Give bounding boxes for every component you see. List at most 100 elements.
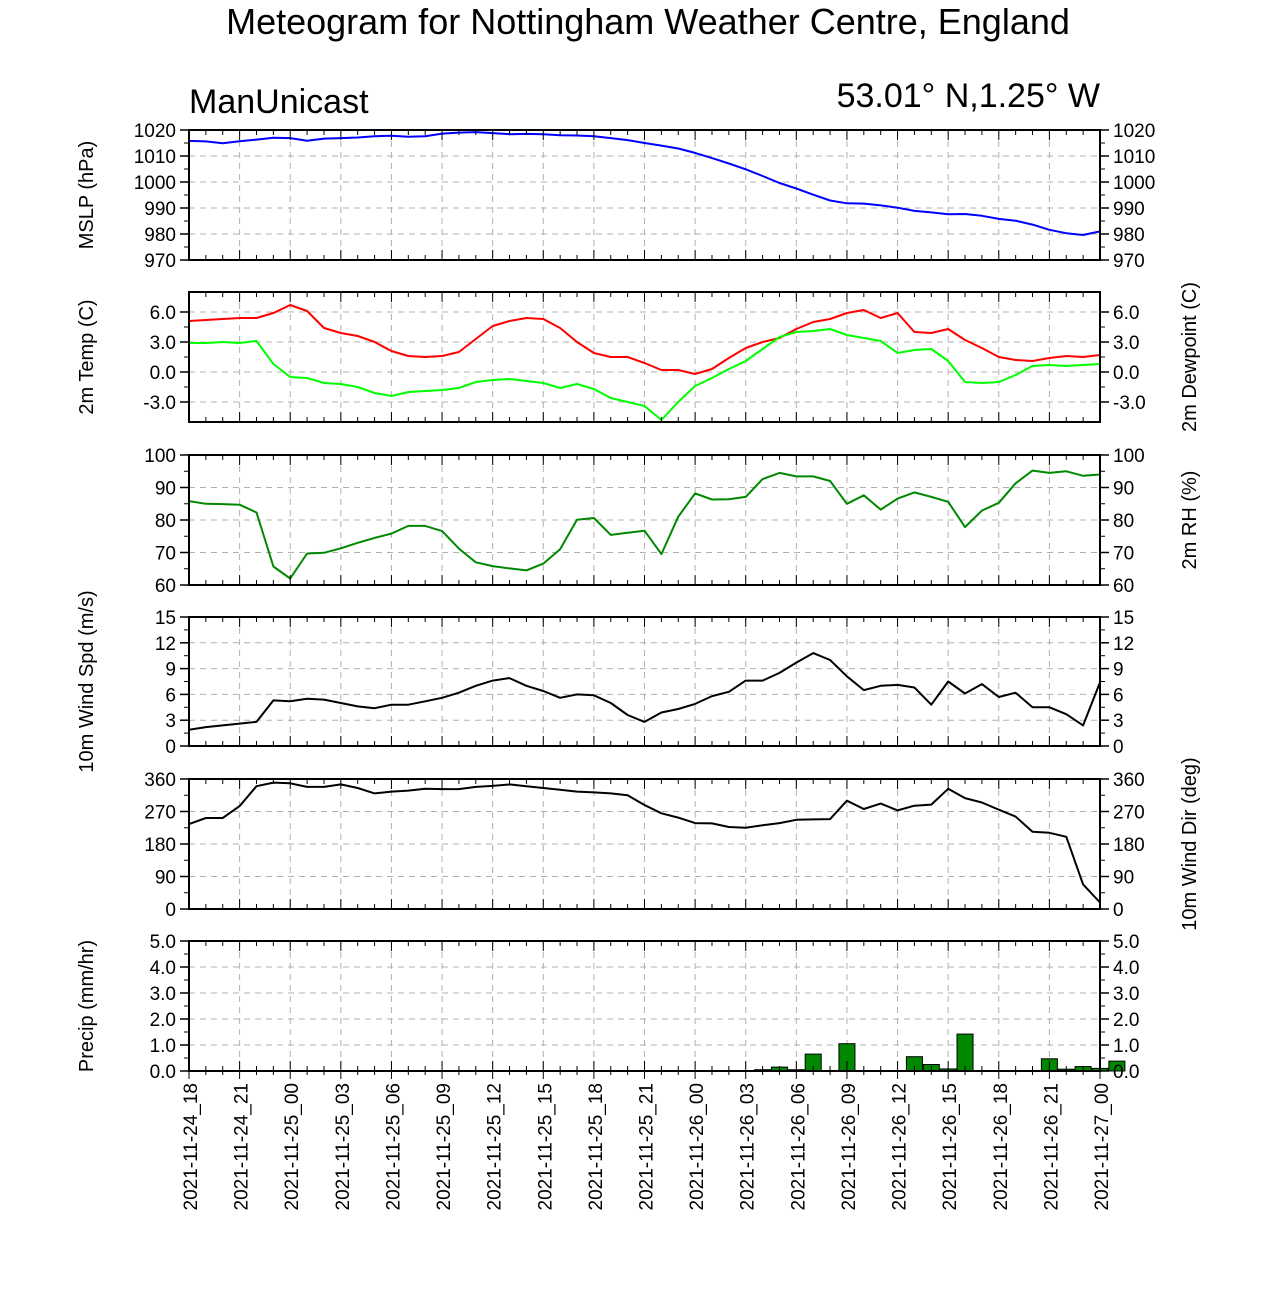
y-tick-label-right: 970 [1113, 251, 1145, 272]
y-axis-label-right: 2m RH (%) [1179, 471, 1201, 570]
y-tick-label-left: 3 [165, 711, 176, 732]
y-tick-label-right: -3.0 [1113, 393, 1146, 414]
panel-1: 970 970 980 980 990 990 1000 1000 1010 1010 1020 10… [76, 121, 1155, 272]
y-tick-label-left: 270 [144, 803, 176, 824]
y-tick-label-left: 0.0 [150, 363, 176, 384]
x-tick-label: 2021-11-26_03 [738, 1083, 759, 1210]
y-axis-label-left: 2m Temp (C) [76, 299, 98, 414]
y-tick-label-left: 0 [165, 900, 176, 921]
y-tick-label-right: 3.0 [1113, 333, 1139, 354]
panel-3: 60 60 70 70 80 80 90 90 100 100 2m RH (%) [144, 446, 1201, 597]
y-tick-label-right: 0.0 [1113, 363, 1139, 384]
x-tick-label: 2021-11-24_18 [181, 1083, 202, 1210]
x-tick-label: 2021-11-25_21 [637, 1083, 658, 1210]
y-tick-label-left: 6.0 [150, 303, 176, 324]
y-tick-label-right: 1010 [1113, 147, 1155, 168]
y-tick-label-left: 970 [144, 251, 176, 272]
x-tick-label: 2021-11-26_15 [940, 1083, 961, 1210]
y-tick-label-left: 6 [165, 685, 176, 706]
y-tick-label-left: 100 [144, 446, 176, 467]
chart-title: Meteogram for Nottingham Weather Centre,… [226, 1, 1070, 42]
y-tick-label-right: 3.0 [1113, 984, 1139, 1005]
series-line-1 [188, 652, 1101, 731]
y-tick-label-right: 60 [1113, 576, 1134, 597]
y-tick-label-left: 80 [155, 511, 176, 532]
y-tick-label-right: 1.0 [1113, 1036, 1139, 1057]
y-tick-label-left: 4.0 [150, 958, 176, 979]
y-tick-label-right: 4.0 [1113, 958, 1139, 979]
y-tick-label-left: 360 [144, 770, 176, 791]
y-tick-label-left: 1010 [134, 147, 176, 168]
series-line-2 [189, 328, 1101, 421]
x-tick-label: 2021-11-25_15 [535, 1083, 556, 1210]
series-line-1 [188, 304, 1101, 375]
x-tick-label: 2021-11-24_21 [232, 1083, 253, 1210]
x-axis: 2021-11-24_18 2021-11-24_21 2021-11-25_00 2… [181, 1083, 1113, 1210]
y-tick-label-right: 0 [1113, 900, 1124, 921]
x-tick-label: 2021-11-25_06 [383, 1083, 404, 1210]
x-tick-label: 2021-11-25_18 [586, 1083, 607, 1210]
y-tick-label-right: 80 [1113, 511, 1134, 532]
y-tick-label-right: 980 [1113, 225, 1145, 246]
x-tick-label: 2021-11-26_09 [839, 1083, 860, 1210]
x-tick-label: 2021-11-26_06 [788, 1083, 809, 1210]
location-coordinates: 53.01° N,1.25° W [837, 77, 1100, 115]
y-tick-label-left: 2.0 [150, 1010, 176, 1031]
y-tick-label-left: 70 [155, 544, 176, 565]
y-tick-label-right: 15 [1113, 608, 1134, 629]
series-line-1 [188, 781, 1101, 904]
y-tick-label-left: 0.0 [150, 1062, 176, 1083]
y-tick-label-left: 1020 [134, 121, 176, 142]
y-tick-label-left: 3.0 [150, 333, 176, 354]
y-tick-label-left: 60 [155, 576, 176, 597]
y-tick-label-right: 90 [1113, 479, 1134, 500]
panel-5: 0 0 90 90 180 180 270 270 360 360 10m Wind Dir (de… [144, 757, 1201, 930]
y-tick-label-left: 1000 [134, 173, 176, 194]
y-tick-label-left: -3.0 [143, 393, 176, 414]
panel-frame [188, 616, 1101, 747]
y-tick-label-right: 5.0 [1113, 932, 1139, 953]
y-tick-label-right: 360 [1113, 770, 1145, 791]
panel-6: 0.0 0.0 1.0 1.0 2.0 2.0 3.0 3.0 4.0 4.0 5.0 5.0 Prec… [76, 932, 1139, 1083]
y-axis-label-left: Precip (mm/hr) [76, 940, 98, 1072]
y-tick-label-right: 3 [1113, 711, 1124, 732]
x-tick-label: 2021-11-26_00 [687, 1083, 708, 1210]
x-tick-label: 2021-11-25_03 [333, 1083, 354, 1210]
y-tick-label-right: 1020 [1113, 121, 1155, 142]
y-tick-label-right: 990 [1113, 199, 1145, 220]
x-tick-label: 2021-11-26_12 [890, 1083, 911, 1210]
model-name: ManUnicast [189, 83, 369, 121]
x-tick-label: 2021-11-27_00 [1092, 1083, 1113, 1210]
y-tick-label-right: 180 [1113, 835, 1145, 856]
y-tick-label-right: 270 [1113, 803, 1145, 824]
precip-bar [1108, 1060, 1126, 1072]
y-axis-label-left: 10m Wind Spd (m/s) [76, 590, 98, 772]
y-tick-label-right: 0 [1113, 737, 1124, 758]
series-line-1 [188, 469, 1101, 580]
y-tick-label-left: 990 [144, 199, 176, 220]
x-tick-label: 2021-11-26_18 [991, 1083, 1012, 1210]
y-tick-label-left: 5.0 [150, 932, 176, 953]
y-tick-label-left: 3.0 [150, 984, 176, 1005]
y-tick-label-left: 90 [155, 868, 176, 889]
x-tick-label: 2021-11-25_00 [282, 1083, 303, 1210]
panel-4: 0 0 3 3 6 6 9 9 12 12 15 15 10m Wind Spd (m/s) [76, 590, 1134, 772]
y-tick-label-left: 1.0 [150, 1036, 176, 1057]
y-tick-label-left: 12 [155, 634, 176, 655]
y-tick-label-right: 70 [1113, 544, 1134, 565]
y-axis-label-right: 10m Wind Dir (deg) [1179, 757, 1201, 930]
y-axis-label-right: 2m Dewpoint (C) [1179, 282, 1201, 432]
y-tick-label-right: 12 [1113, 634, 1134, 655]
x-tick-label: 2021-11-25_09 [434, 1083, 455, 1210]
y-tick-label-right: 1000 [1113, 173, 1155, 194]
y-tick-label-right: 6 [1113, 685, 1124, 706]
y-tick-label-left: 180 [144, 835, 176, 856]
y-tick-label-right: 0.0 [1113, 1062, 1139, 1083]
x-tick-label: 2021-11-25_12 [485, 1083, 506, 1210]
y-tick-label-right: 6.0 [1113, 303, 1139, 324]
y-tick-label-right: 9 [1113, 660, 1124, 681]
x-tick-label: 2021-11-26_21 [1041, 1083, 1062, 1210]
y-tick-label-left: 90 [155, 479, 176, 500]
